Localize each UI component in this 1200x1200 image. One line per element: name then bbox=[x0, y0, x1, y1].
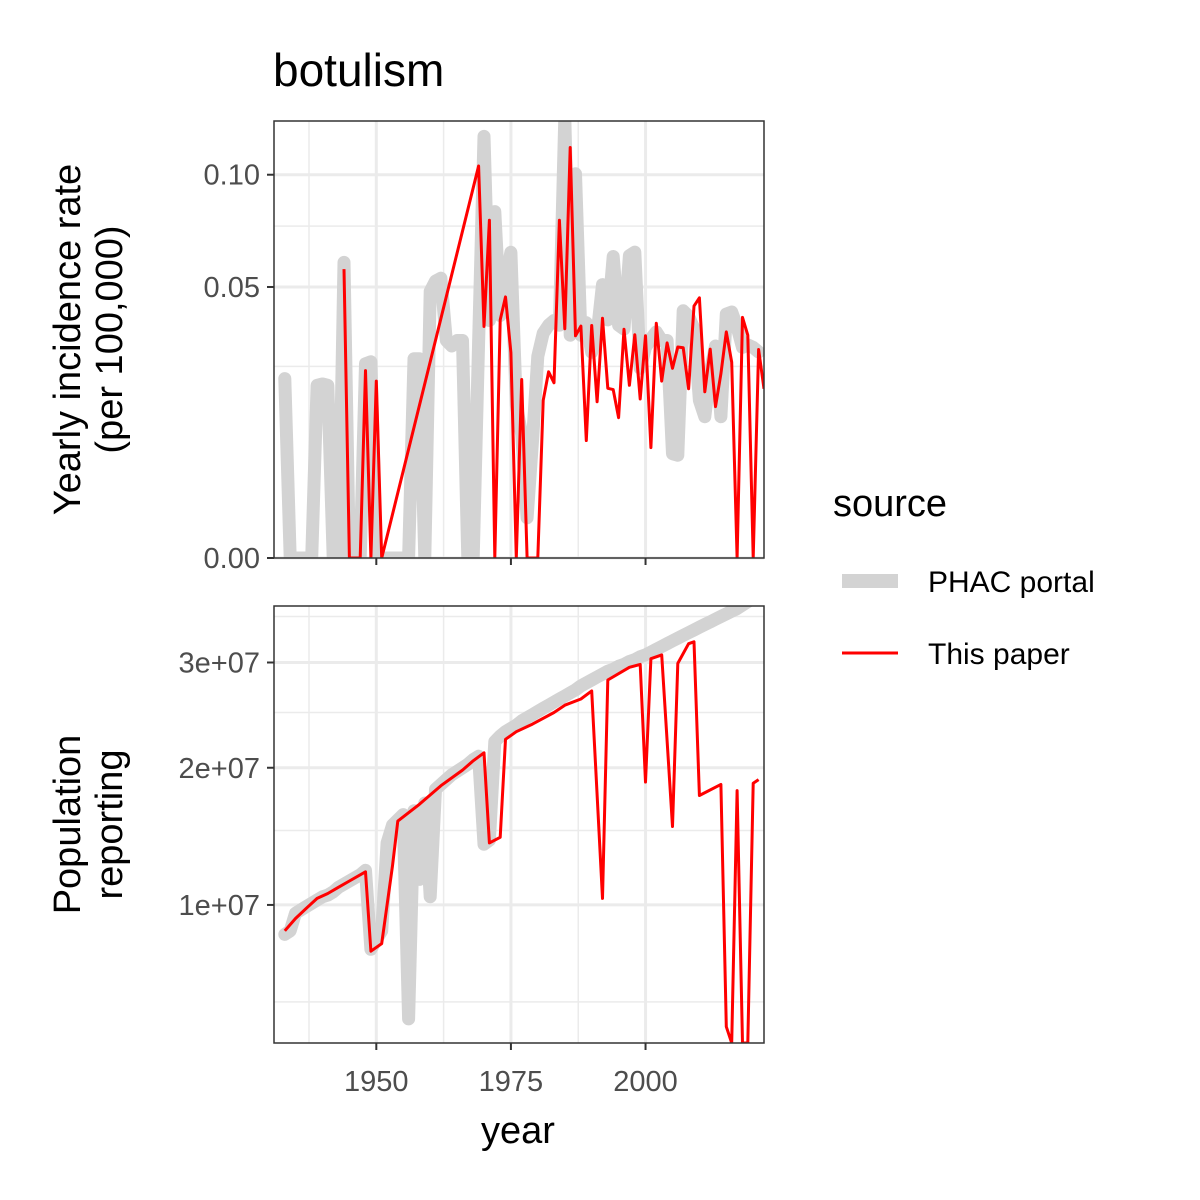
x-axis-label: year bbox=[481, 1110, 555, 1152]
x-tick-label: 2000 bbox=[613, 1066, 678, 1098]
panel-1: 0.00 0.05 0.10 Yearly incidence rate (per 10… bbox=[47, 120, 765, 575]
panel-2: 1e+07 2e+07 3e+07 Population reporting 1950 19… bbox=[47, 605, 765, 1098]
y-tick-label: 2e+07 bbox=[179, 753, 260, 785]
y-tick-label: 3e+07 bbox=[179, 647, 260, 679]
legend-label-this-paper: This paper bbox=[928, 638, 1070, 671]
y-tick-label: 0.00 bbox=[204, 543, 260, 575]
chart-title: botulism bbox=[273, 44, 444, 96]
series-line-this-paper bbox=[283, 640, 760, 1043]
y-tick-label: 0.05 bbox=[204, 272, 260, 304]
series-group bbox=[278, 121, 764, 558]
y-tick-label: 0.10 bbox=[204, 160, 260, 192]
x-tick-label: 1950 bbox=[344, 1066, 409, 1098]
y-tick-label: 1e+07 bbox=[179, 890, 260, 922]
y-axis-title-line: Yearly incidence rate bbox=[47, 164, 89, 515]
panel-background bbox=[274, 606, 764, 1043]
y-axis-title-line: Population bbox=[47, 735, 89, 915]
y-axis-title-line: reporting bbox=[89, 750, 131, 900]
series-group bbox=[278, 606, 760, 1043]
legend: source PHAC portal This paper bbox=[833, 483, 1095, 671]
x-tick-label: 1975 bbox=[479, 1066, 544, 1098]
legend-title: source bbox=[833, 483, 947, 525]
legend-label-phac-portal: PHAC portal bbox=[928, 566, 1095, 599]
panel-border bbox=[273, 605, 765, 1044]
panel-border bbox=[273, 120, 765, 559]
series-line-this-paper bbox=[342, 146, 764, 558]
y-axis-title-line: (per 100,000) bbox=[89, 225, 131, 453]
